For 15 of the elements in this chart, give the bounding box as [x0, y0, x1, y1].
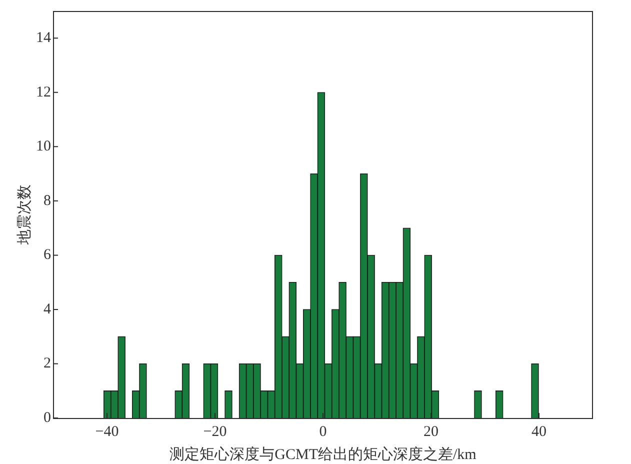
y-tick-label: 0: [44, 410, 51, 426]
y-tick-label: 10: [36, 138, 51, 155]
x-tick-label: −40: [95, 424, 119, 440]
x-tick-label: 40: [532, 424, 546, 440]
y-tick-label: 4: [44, 301, 52, 318]
x-tick-label: −20: [203, 424, 227, 440]
x-axis-title: 测定矩心深度与GCMT给出的矩心深度之差/km: [170, 446, 477, 463]
y-tick-label: 6: [44, 247, 52, 264]
y-tick-label: 8: [44, 192, 51, 209]
y-tick-label: 2: [44, 356, 51, 372]
y-tick-label: 12: [36, 84, 51, 100]
y-tick-label: 14: [36, 30, 52, 46]
x-tick-label: 0: [319, 424, 327, 440]
x-tick-label: 20: [424, 424, 438, 440]
y-axis-title: 地震次数: [16, 184, 33, 246]
